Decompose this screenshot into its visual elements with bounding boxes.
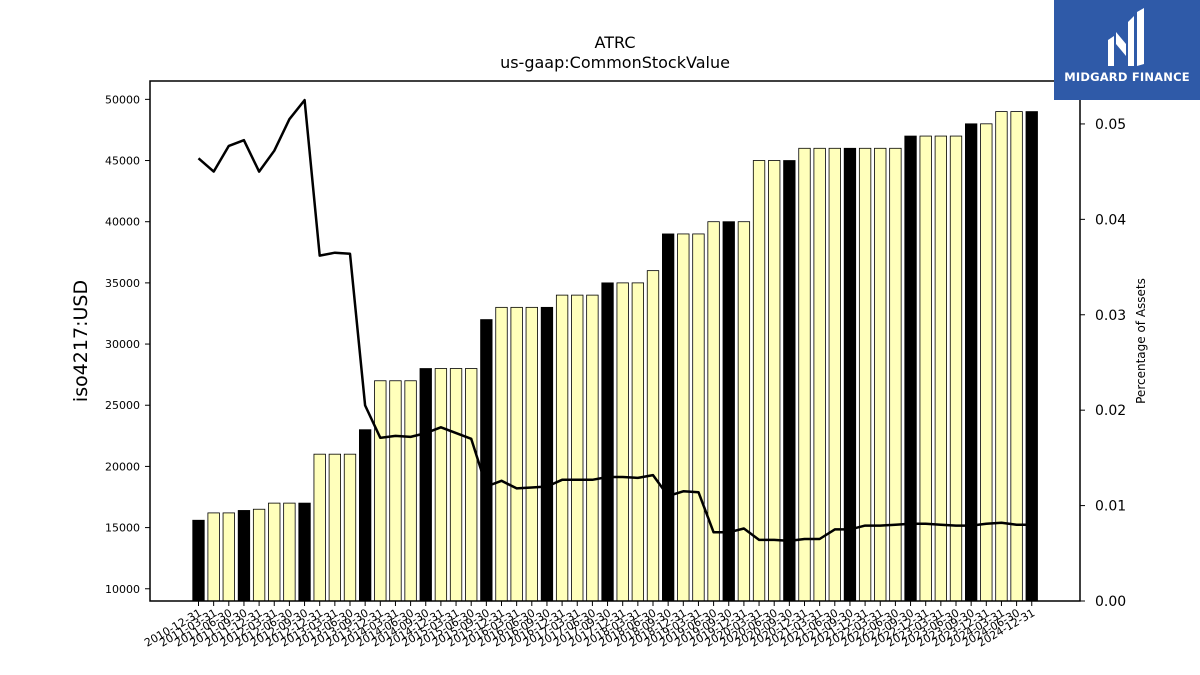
bar: [555, 294, 569, 602]
brand-logo: MIDGARD FINANCE: [1054, 0, 1200, 100]
bar: [646, 270, 660, 602]
bar: [358, 429, 372, 602]
bar: [313, 453, 326, 602]
bar: [783, 160, 796, 602]
y2-tick-label: 0.00: [1095, 594, 1126, 610]
y-axis-right: 0.00 0.01 0.02 0.03 0.04 0.05: [1080, 117, 1126, 610]
bar: [252, 508, 266, 602]
y-tick-label: 50000: [105, 93, 140, 106]
bar: [449, 368, 463, 602]
bar: [662, 233, 675, 602]
bar: [404, 380, 417, 602]
bar: [328, 453, 342, 602]
chart-title: ATRC: [595, 33, 636, 52]
bar: [601, 282, 614, 602]
bar: [207, 512, 220, 602]
bar: [965, 123, 978, 602]
midgard-logo-mark-icon: [1108, 8, 1144, 66]
bar: [980, 123, 993, 602]
y-axis-left: 10000 15000 20000 25000 30000 35000 40000 45000…: [105, 93, 150, 596]
bar: [707, 221, 720, 602]
y-tick-label: 15000: [105, 522, 140, 535]
y2-axis-label: Percentage of Assets: [1134, 278, 1148, 404]
chart-subtitle: us-gaap:CommonStockValue: [500, 53, 730, 72]
y2-tick-label: 0.01: [1095, 499, 1126, 515]
bar: [616, 282, 629, 602]
bar: [737, 221, 751, 602]
bar: [768, 160, 781, 602]
bar: [283, 502, 296, 602]
bar: [798, 147, 811, 602]
bar: [495, 306, 508, 602]
bar: [222, 512, 235, 602]
bar: [374, 380, 387, 602]
y-tick-label: 30000: [105, 338, 140, 351]
bar: [237, 510, 251, 602]
bar: [904, 135, 917, 602]
plot-frame: [149, 80, 1081, 602]
y-tick-label: 40000: [105, 216, 140, 229]
bar: [919, 135, 932, 602]
bars-layer: [192, 111, 1038, 602]
bar: [510, 306, 523, 602]
bar: [540, 306, 554, 602]
bar: [722, 221, 735, 602]
line-layer: [197, 98, 1032, 543]
y2-tick-label: 0.03: [1095, 308, 1126, 324]
y2-tick-label: 0.05: [1095, 117, 1126, 133]
x-axis: 2010-12-312011-03-312011-06-302011-09-30…: [142, 601, 1037, 650]
bar: [813, 147, 826, 602]
bar: [1010, 111, 1023, 602]
bar: [192, 519, 205, 602]
bar: [934, 135, 947, 602]
bar: [889, 147, 902, 602]
bar: [692, 233, 705, 602]
bar: [1025, 111, 1038, 602]
bar: [949, 135, 963, 602]
brand-logo-text: MIDGARD FINANCE: [1064, 70, 1190, 84]
bar: [343, 453, 357, 602]
y-tick-label: 10000: [105, 583, 140, 596]
bar: [631, 282, 644, 602]
bar: [268, 502, 281, 602]
y2-tick-label: 0.02: [1095, 403, 1126, 419]
bar: [298, 502, 311, 602]
bar: [677, 233, 690, 602]
y-axis-label: iso4217:USD: [70, 280, 92, 402]
bar: [434, 368, 448, 602]
series-line-percentage-of-assets: [197, 98, 1032, 543]
bar: [389, 380, 402, 602]
bar: [843, 147, 857, 602]
y-tick-label: 45000: [105, 155, 140, 168]
bar: [586, 294, 599, 602]
y-tick-label: 25000: [105, 399, 140, 412]
bar: [465, 368, 478, 602]
y2-tick-label: 0.04: [1095, 212, 1126, 228]
bar: [874, 147, 887, 602]
bar: [995, 111, 1008, 602]
bar: [525, 306, 538, 602]
bar: [480, 319, 493, 602]
y-tick-label: 20000: [105, 460, 140, 473]
bar: [419, 368, 432, 602]
bar: [858, 147, 872, 602]
bar: [752, 160, 766, 602]
bar: [571, 294, 584, 602]
y-tick-label: 35000: [105, 277, 140, 290]
